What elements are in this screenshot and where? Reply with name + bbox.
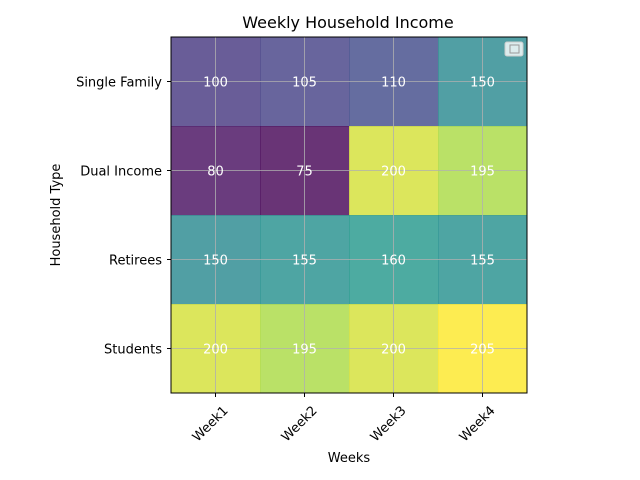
cell-value-label: 155 [470, 254, 495, 269]
cell-value-label: 200 [381, 165, 406, 180]
y-axis-label: Household Type [49, 164, 64, 267]
cell-value-label: 80 [207, 165, 224, 180]
x-tick-label: Week3 [368, 403, 410, 445]
cell-value-label: 200 [381, 343, 406, 358]
y-tick-label: Retirees [109, 254, 162, 269]
plot-frame [170, 36, 528, 394]
cell-value-labels: 100 105 110 150 80 75 200 195 150 155 160 155 200 195… [203, 76, 495, 358]
x-axis-ticks: Week1 Week2 Week3 Week4 [190, 393, 499, 445]
cell-value-label: 195 [292, 343, 317, 358]
legend-box [504, 41, 524, 57]
chart-title: Weekly Household Income [242, 13, 453, 32]
x-tick-label: Week1 [190, 403, 232, 445]
cell-value-label: 75 [296, 165, 313, 180]
cell-value-label: 160 [381, 254, 406, 269]
cell-value-label: 105 [292, 76, 317, 91]
legend-empty-handle [509, 44, 520, 54]
cell-value-label: 150 [203, 254, 228, 269]
cell-value-label: 110 [381, 76, 406, 91]
y-tick-label: Single Family [76, 76, 162, 91]
cell-value-label: 100 [203, 76, 228, 91]
x-tick-label: Week4 [457, 403, 499, 445]
cell-value-label: 195 [470, 165, 495, 180]
x-axis-label: Weeks [328, 451, 371, 466]
x-tick-label: Week2 [279, 403, 321, 445]
cell-value-label: 200 [203, 343, 228, 358]
grid-lines [171, 37, 527, 393]
cell-value-label: 205 [470, 343, 495, 358]
y-tick-label: Students [104, 343, 162, 358]
y-axis-ticks: Single Family Dual Income Retirees Students [76, 76, 171, 358]
cell-value-label: 150 [470, 76, 495, 91]
y-tick-label: Dual Income [80, 165, 162, 180]
cell-value-label: 155 [292, 254, 317, 269]
